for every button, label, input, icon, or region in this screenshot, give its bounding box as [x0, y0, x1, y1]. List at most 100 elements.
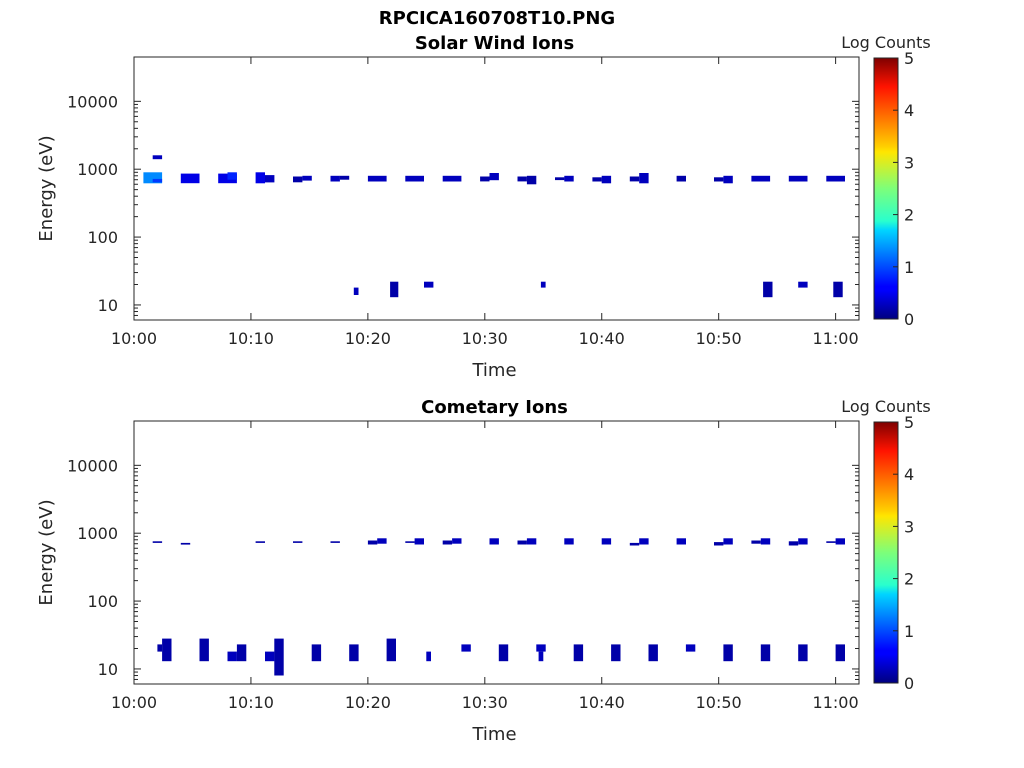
heatmap-cell [442, 175, 462, 182]
heatmap-cell [714, 177, 724, 182]
x-tick-label: 10:50 [696, 329, 742, 348]
heatmap-cell [330, 175, 340, 182]
heatmap-cell [489, 538, 499, 545]
heatmap-cell [676, 175, 686, 182]
heatmap-cell [751, 175, 771, 182]
y-axis-label: Energy (eV) [36, 499, 57, 605]
heatmap-cell [255, 172, 265, 184]
heatmap-cell [199, 638, 209, 662]
heatmap-cell [540, 281, 546, 288]
heatmap-cell [517, 540, 527, 545]
y-tick-label: 1000 [77, 524, 118, 543]
heatmap-cell [442, 540, 453, 545]
panels: Solar Wind Ions 10:00 10:10 10:20 10:30 10:40… [36, 33, 931, 745]
heatmap-cell [835, 538, 845, 545]
colorbar-gradient [873, 421, 899, 684]
x-tick-label: 10:20 [345, 693, 391, 712]
heatmap-cell [227, 651, 237, 662]
heatmap-cell [629, 542, 640, 546]
heatmap-cell [162, 638, 172, 662]
heatmap-cell [798, 644, 808, 662]
heatmap-cell [480, 176, 490, 182]
heatmap-cell [236, 644, 247, 662]
heatmap-cell [152, 155, 163, 160]
x-tick-label: 10:20 [345, 329, 391, 348]
colorbar-tick-label: 4 [904, 101, 914, 120]
heatmap-cells [143, 155, 845, 298]
colorbar-label: Log Counts [841, 397, 931, 416]
colorbar-tick-label: 5 [904, 49, 914, 68]
colorbar-tick-label: 2 [904, 570, 914, 589]
heatmap-cell [293, 176, 303, 183]
y-tick-label: 100 [87, 592, 118, 611]
heatmap-cell [564, 175, 574, 182]
heatmap-cell [648, 644, 658, 662]
heatmap-cell [414, 538, 424, 545]
y-tick-label: 10000 [67, 92, 118, 111]
heatmap-cell [377, 538, 387, 544]
heatmap-cell [723, 175, 733, 184]
heatmap-cell [517, 176, 527, 182]
x-tick-label: 10:30 [462, 693, 508, 712]
colorbar-tick-label: 3 [904, 153, 914, 172]
x-tick-label: 10:10 [228, 329, 274, 348]
x-tick-label: 10:40 [579, 693, 625, 712]
figure-title: RPCICA160708T10.PNG [379, 8, 615, 29]
heatmap-cell [629, 176, 640, 182]
y-tick-label: 100 [87, 228, 118, 247]
heatmap-cell [367, 175, 387, 182]
x-tick-label: 10:30 [462, 329, 508, 348]
x-tick-label: 11:00 [813, 329, 859, 348]
x-tick-label: 10:10 [228, 693, 274, 712]
heatmap-cell [723, 538, 733, 545]
y-tick-label: 10 [98, 660, 118, 679]
heatmap-cell [555, 177, 565, 181]
colorbar-tick-label: 1 [904, 622, 914, 641]
heatmap-cell [760, 538, 771, 545]
heatmap-cell [592, 177, 602, 182]
heatmap-cell [685, 644, 696, 652]
heatmap-cell [526, 175, 537, 185]
heatmap-cell [157, 644, 163, 652]
heatmap-cell [763, 281, 773, 298]
panel-solar-wind: Solar Wind Ions 10:00 10:10 10:20 10:30 10:40… [36, 33, 931, 381]
y-tick-label: 10000 [67, 456, 118, 475]
heatmap-cell [339, 175, 350, 180]
heatmap-cell [390, 281, 399, 298]
heatmap-cell [611, 644, 621, 662]
plot-frame [133, 420, 860, 685]
x-tick-label: 10:00 [111, 329, 157, 348]
heatmap-cell [367, 540, 378, 545]
heatmap-cell [639, 538, 649, 545]
colorbar-label: Log Counts [841, 33, 931, 52]
panel-title: Cometary Ions [421, 397, 568, 418]
heatmap-cell [143, 172, 163, 184]
heatmap-cell [601, 538, 612, 545]
heatmap-cell [311, 644, 322, 662]
y-tick-label: 10 [98, 296, 118, 315]
x-tick-label: 10:50 [696, 693, 742, 712]
colorbar-gradient [873, 57, 899, 320]
colorbar-tick-label: 0 [904, 674, 914, 693]
y-tick-label: 1000 [77, 160, 118, 179]
heatmap-cell [424, 281, 434, 288]
heatmap-cell [386, 638, 396, 662]
heatmap-cell [180, 173, 200, 184]
heatmap-cell [564, 538, 574, 545]
heatmap-cell [760, 644, 771, 662]
heatmap-cell [349, 644, 359, 662]
x-tick-label: 10:00 [111, 693, 157, 712]
x-tick-label: 11:00 [813, 693, 859, 712]
colorbar-tick-label: 3 [904, 517, 914, 536]
heatmap-cell [826, 541, 836, 543]
heatmap-cell [426, 651, 431, 662]
heatmap-cell [353, 287, 359, 295]
heatmap-cell [302, 175, 312, 181]
heatmap-cell [573, 644, 584, 662]
heatmap-cell [152, 178, 163, 183]
plot-frame [133, 56, 860, 321]
x-axis-label: Time [471, 360, 516, 381]
